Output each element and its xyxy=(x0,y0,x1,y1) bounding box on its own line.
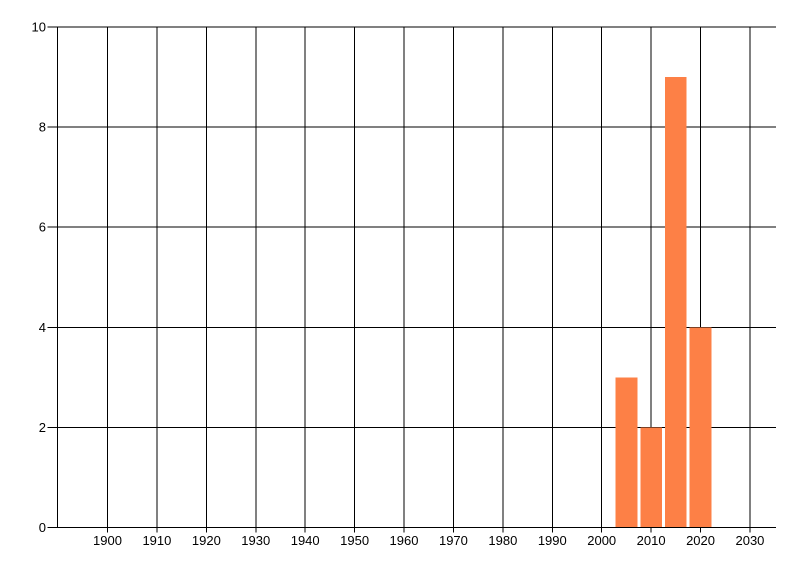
y-tick-label: 4 xyxy=(39,320,46,335)
x-tick-label: 1990 xyxy=(538,533,567,548)
bar xyxy=(640,427,662,528)
x-tick-label: 1960 xyxy=(390,533,419,548)
bar xyxy=(615,377,638,528)
y-tick-label: 0 xyxy=(39,520,46,535)
x-tick-label: 2010 xyxy=(637,533,666,548)
x-tick-label: 1920 xyxy=(192,533,221,548)
bar xyxy=(664,77,687,528)
x-tick-label: 1900 xyxy=(93,533,122,548)
bar xyxy=(689,327,712,528)
y-tick-label: 10 xyxy=(32,20,46,35)
x-tick-label: 1930 xyxy=(241,533,270,548)
x-tick-label: 1970 xyxy=(439,533,468,548)
y-tick-label: 6 xyxy=(39,220,46,235)
x-tick-label: 2030 xyxy=(735,533,764,548)
y-tick-label: 2 xyxy=(39,420,46,435)
x-tick-label: 2020 xyxy=(686,533,715,548)
x-tick-label: 1940 xyxy=(291,533,320,548)
x-tick-label: 2000 xyxy=(587,533,616,548)
x-tick-label: 1950 xyxy=(340,533,369,548)
x-tick-label: 1980 xyxy=(488,533,517,548)
x-tick-label: 1910 xyxy=(142,533,171,548)
y-tick-label: 8 xyxy=(39,120,46,135)
